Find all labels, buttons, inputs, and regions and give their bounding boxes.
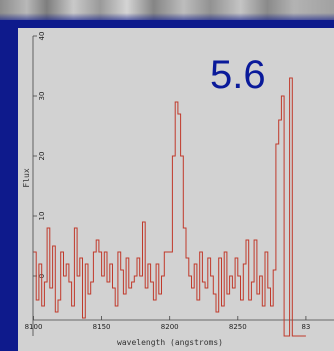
x-tick-label: 8150: [93, 323, 111, 331]
tick-marks: [33, 35, 307, 320]
header-image-strip: [0, 0, 334, 20]
y-tick-label: 20: [38, 152, 46, 161]
x-tick-label: 8200: [161, 323, 179, 331]
x-tick-label: 83: [301, 323, 310, 331]
y-tick-label: 40: [38, 32, 46, 41]
y-tick-label: 10: [38, 212, 46, 221]
y-tick-label: 30: [38, 92, 46, 101]
x-tick-label: 8250: [229, 323, 247, 331]
annotation-value: 5.6: [210, 53, 266, 97]
x-axis-title: wavelength (angstroms): [117, 338, 223, 347]
x-tick-label: 8100: [25, 323, 43, 331]
y-axis-title: Flux: [22, 168, 31, 187]
plot-panel: 8100 8150 8200 8250 83 0 10 20 30 40 5.6 wavelen…: [18, 28, 334, 351]
spectrum-step-line: [33, 77, 306, 337]
x-tick-labels: 8100 8150 8200 8250 83: [25, 323, 311, 331]
